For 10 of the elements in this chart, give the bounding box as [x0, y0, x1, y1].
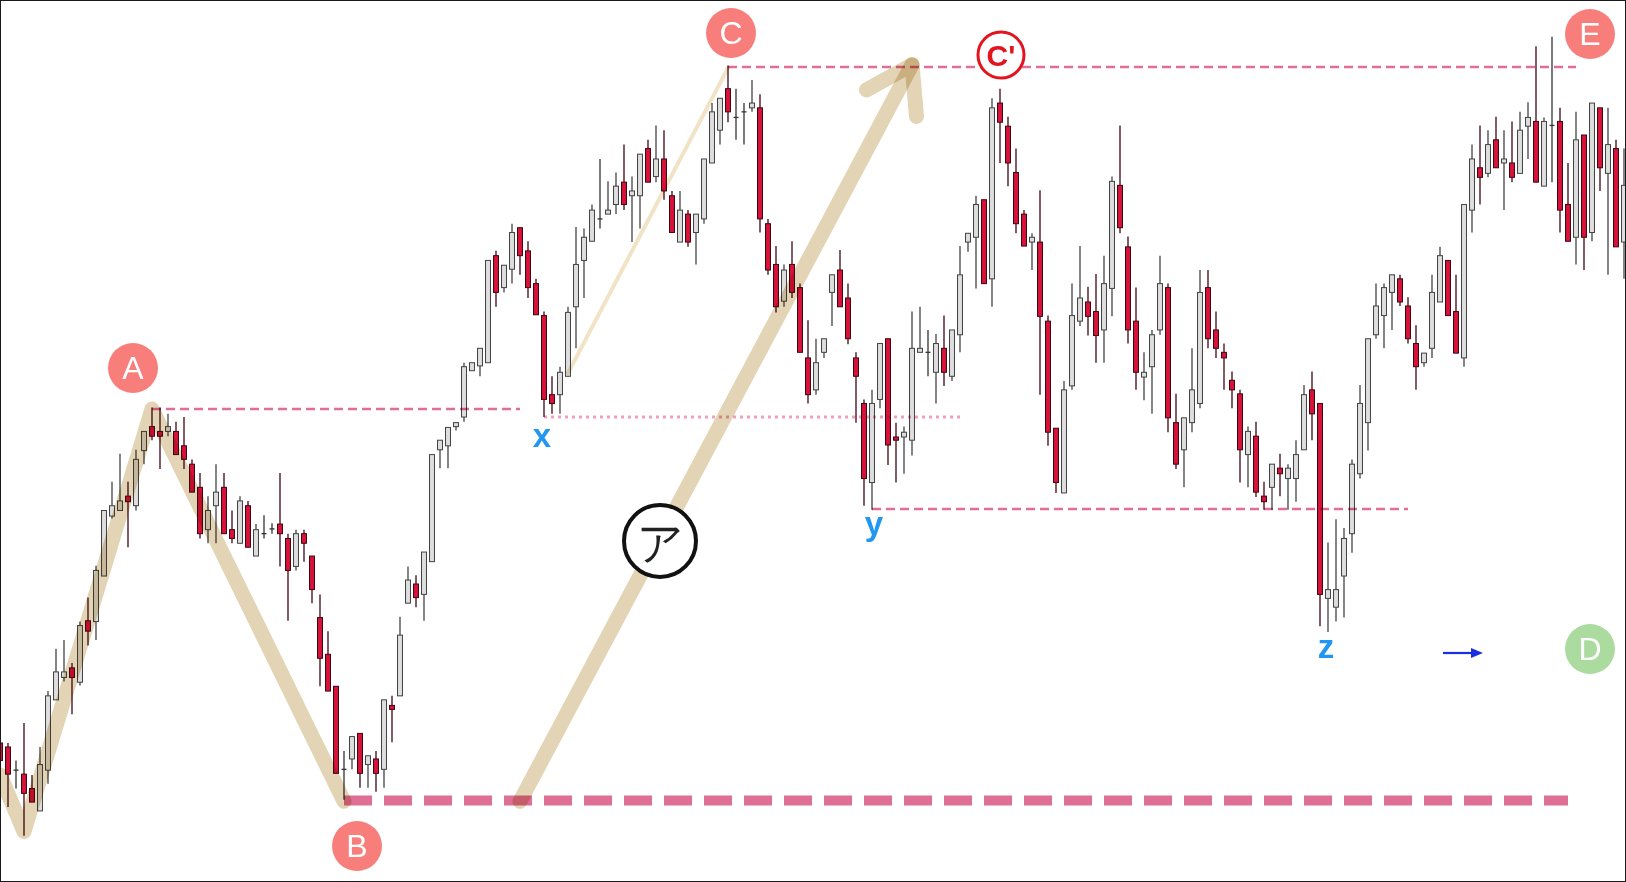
annotation: x — [532, 417, 552, 454]
annotation: C' — [986, 38, 1016, 72]
annotation: A — [122, 350, 145, 386]
annotation: D — [1578, 631, 1602, 667]
annotation: B — [346, 828, 368, 864]
annotation: C — [719, 15, 743, 51]
annotation: z — [1317, 628, 1335, 665]
annotation: y — [864, 505, 884, 542]
annotation: E — [1579, 16, 1601, 52]
annotation: ア — [636, 517, 684, 569]
